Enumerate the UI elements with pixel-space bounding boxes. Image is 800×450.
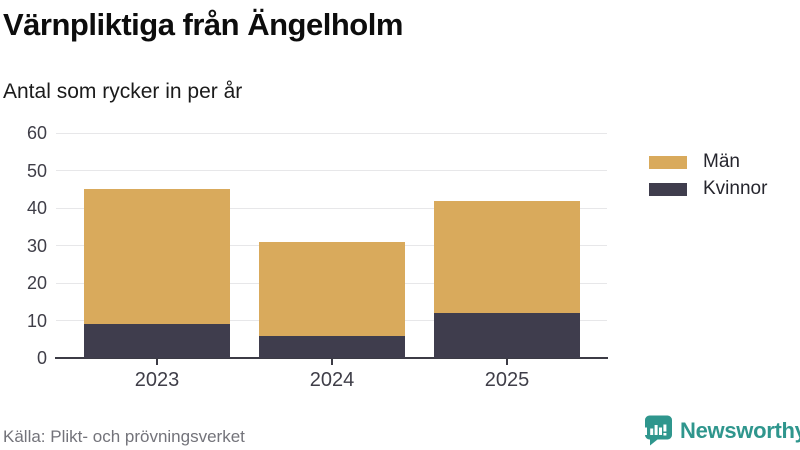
ytick-label-50: 50 (26, 160, 47, 181)
legend-item-man: Män (649, 151, 767, 172)
gridline-60 (56, 132, 607, 134)
legend-swatch-kvinnor (649, 182, 687, 196)
source-note: Källa: Plikt- och prövningsverket (3, 427, 245, 446)
legend-label-man: Män (703, 151, 740, 172)
newsworthy-wordmark: Newsworthy (680, 417, 800, 443)
bar-segment-2025-Kvinnor (434, 313, 580, 358)
bar-segment-2023-Män (84, 189, 230, 325)
bar-segment-2024-Kvinnor (259, 335, 405, 358)
bar-segment-2023-Kvinnor (84, 324, 230, 358)
ytick-label-60: 60 (26, 123, 47, 143)
bar-2025 (434, 133, 580, 358)
legend-swatch-man (649, 155, 687, 169)
bar-2023 (84, 133, 230, 358)
xtick-mark-2025 (506, 359, 508, 365)
bar-2024 (259, 133, 405, 358)
legend-label-kvinnor: Kvinnor (703, 178, 768, 199)
chart-title: Värnpliktiga från Ängelholm (3, 7, 403, 42)
xtick-mark-2023 (156, 359, 158, 365)
legend-item-kvinnor: Kvinnor (649, 178, 768, 199)
gridline-50 (56, 170, 607, 171)
xtick-mark-2024 (331, 359, 333, 365)
ytick-label-0: 0 (36, 348, 47, 368)
xtick-label-2024: 2024 (309, 369, 355, 391)
ytick-label-10: 10 (26, 310, 47, 331)
ytick-label-30: 30 (26, 235, 47, 256)
xtick-label-2023: 2023 (134, 369, 180, 391)
newsworthy-bubble-chart-icon (644, 415, 673, 446)
legend: Män Kvinnor (649, 151, 768, 199)
newsworthy-logo[interactable]: Newsworthy (644, 415, 800, 446)
ytick-label-40: 40 (26, 198, 47, 218)
gridline-40 (56, 207, 607, 209)
x-axis-line (55, 357, 608, 359)
ytick-label-20: 20 (26, 273, 47, 293)
bar-segment-2024-Män (259, 241, 405, 336)
bar-segment-2025-Män (434, 200, 580, 313)
plot-area: 0 10 20 30 40 50 60 2023 2024 2025 (27, 123, 608, 391)
xtick-label-2025: 2025 (484, 369, 530, 391)
chart-subtitle: Antal som rycker in per år (3, 80, 243, 103)
